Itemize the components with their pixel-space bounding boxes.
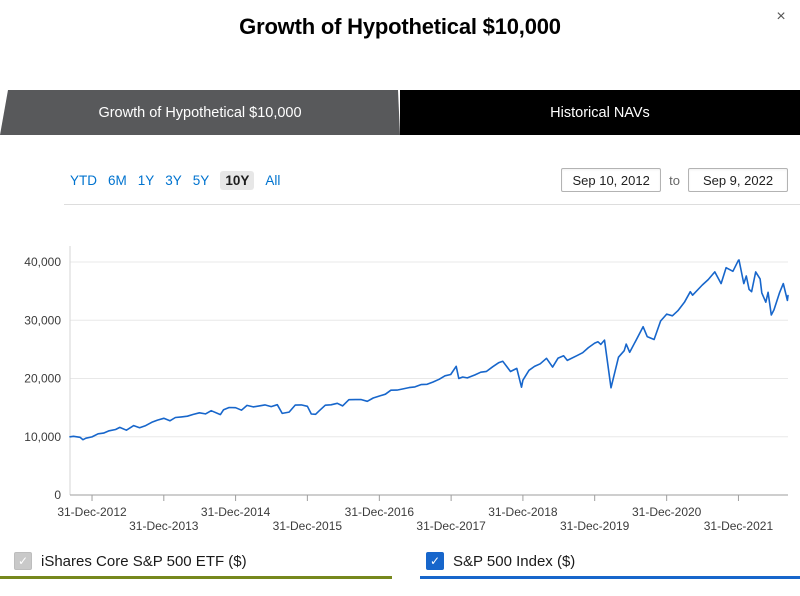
range-all[interactable]: All [265, 172, 281, 188]
legend-label-sp500: S&P 500 Index ($) [453, 552, 576, 570]
x-axis-tick-label: 31-Dec-2013 [129, 519, 199, 533]
tab-historical-navs[interactable]: Historical NAVs [400, 90, 800, 135]
y-axis-tick-label: 30,000 [24, 313, 61, 327]
x-axis-tick-label: 31-Dec-2012 [57, 505, 127, 519]
range-10y[interactable]: 10Y [220, 170, 255, 190]
legend-item-sp500: ✓ S&P 500 Index ($) [426, 552, 575, 570]
start-date-input[interactable] [561, 168, 662, 192]
chart-line-sp500-index [69, 259, 789, 441]
date-range-to-label: to [669, 172, 680, 188]
end-date-input[interactable] [688, 168, 788, 192]
x-axis-tick-label: 31-Dec-2018 [488, 505, 558, 519]
tab-growth-of-hypothetical[interactable]: Growth of Hypothetical $10,000 [0, 90, 400, 135]
dialog-title: Growth of Hypothetical $10,000 [239, 14, 561, 39]
legend-label-ishares: iShares Core S&P 500 ETF ($) [41, 552, 247, 570]
tab-historical-navs-label: Historical NAVs [550, 104, 650, 121]
tab-bar: Growth of Hypothetical $10,000 Historica… [0, 90, 800, 135]
time-range-selector: YTD 6M 1Y 3Y 5Y 10Y All [70, 170, 281, 190]
x-axis-tick-label: 31-Dec-2021 [704, 519, 774, 533]
range-1y[interactable]: 1Y [137, 172, 155, 188]
x-axis-tick-label: 31-Dec-2014 [201, 505, 271, 519]
tab-growth-label: Growth of Hypothetical $10,000 [98, 104, 302, 121]
legend-underline-sp500 [420, 576, 800, 579]
growth-chart-svg: 010,00020,00030,00040,00031-Dec-201231-D… [24, 246, 789, 533]
range-3y[interactable]: 3Y [165, 172, 182, 188]
x-axis-tick-label: 31-Dec-2020 [632, 505, 702, 519]
legend-item-ishares: ✓ iShares Core S&P 500 ETF ($) [14, 552, 247, 570]
x-axis-tick-label: 31-Dec-2019 [560, 519, 630, 533]
range-5y[interactable]: 5Y [192, 172, 210, 188]
y-axis-tick-label: 0 [54, 488, 61, 502]
x-axis-tick-label: 31-Dec-2016 [345, 505, 415, 519]
range-ytd[interactable]: YTD [70, 172, 97, 188]
legend-underline-ishares [0, 576, 392, 579]
y-axis-tick-label: 40,000 [24, 255, 61, 269]
date-range-picker: to [561, 168, 788, 192]
x-axis-tick-label: 31-Dec-2015 [273, 519, 343, 533]
x-axis-tick-label: 31-Dec-2017 [416, 519, 486, 533]
legend-checkbox-sp500[interactable]: ✓ [426, 552, 444, 570]
y-axis-tick-label: 10,000 [24, 430, 61, 444]
chart-controls: YTD 6M 1Y 3Y 5Y 10Y All to [70, 166, 788, 194]
chart-legend: ✓ iShares Core S&P 500 ETF ($) ✓ S&P 500… [0, 550, 800, 596]
range-6m[interactable]: 6M [108, 172, 127, 188]
legend-checkbox-ishares[interactable]: ✓ [14, 552, 32, 570]
close-icon[interactable]: × [770, 6, 792, 28]
controls-divider [64, 204, 800, 205]
growth-chart: 0 10,000 20,000 30,000 40,000 31-Dec-2012 31-D… [0, 228, 800, 540]
y-axis-tick-label: 20,000 [24, 372, 61, 386]
